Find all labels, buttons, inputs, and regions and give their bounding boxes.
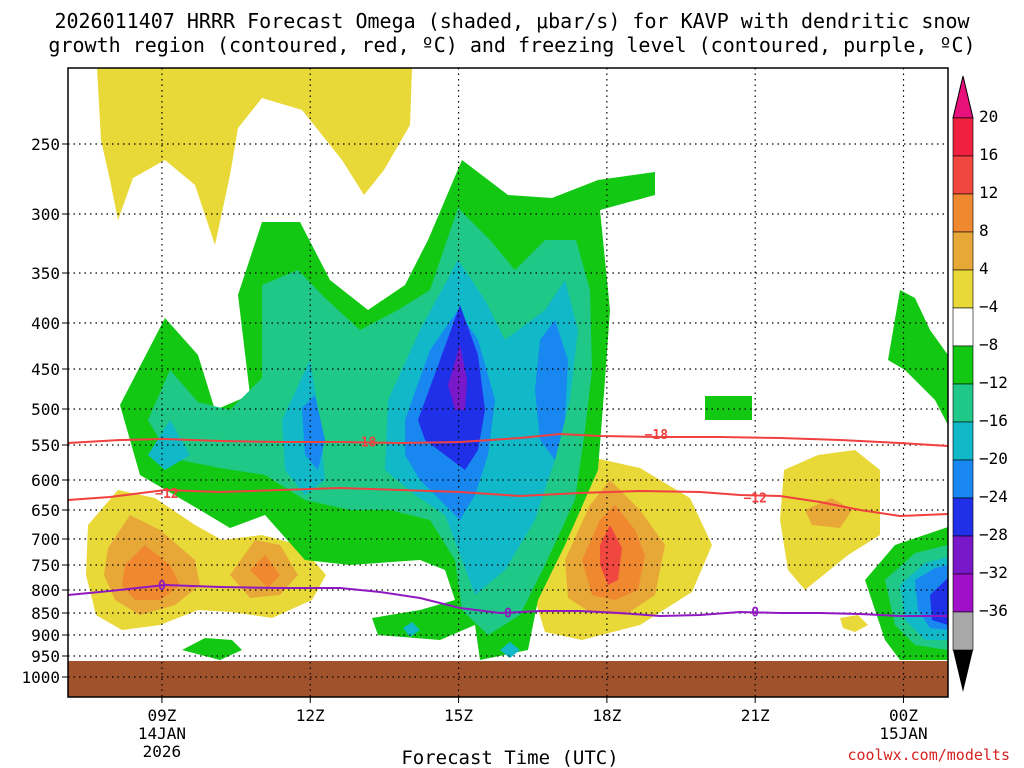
colorbar-segment bbox=[952, 269, 974, 309]
shade-minus4-21z-box bbox=[705, 396, 752, 420]
contour-label-freezing-level-0: 0 bbox=[158, 579, 166, 594]
pressure-tick-label: 350 bbox=[31, 264, 60, 283]
pressure-tick-label: 600 bbox=[31, 471, 60, 490]
shade-teal-small bbox=[403, 622, 520, 658]
date-label: 15JAN bbox=[879, 724, 927, 743]
ground-surface bbox=[68, 661, 948, 697]
colorbar-label: −8 bbox=[979, 335, 998, 354]
shade-plus4-upper bbox=[97, 68, 412, 245]
time-tick-label: 21Z bbox=[741, 706, 770, 725]
shade-plus16-19z bbox=[600, 525, 622, 585]
pressure-tick-label: 700 bbox=[31, 530, 60, 549]
colorbar-label: 4 bbox=[979, 259, 989, 278]
time-gridlines bbox=[161, 68, 905, 697]
colorbar-segment bbox=[952, 117, 974, 157]
contour-labels: −18 −18 −12 −12 0 0 0 bbox=[155, 428, 767, 622]
colorbar-segment bbox=[952, 383, 974, 423]
contour-label-dgz-minus-18: −18 bbox=[645, 428, 669, 443]
pressure-tick-label: 400 bbox=[31, 314, 60, 333]
contour-freezing-0 bbox=[67, 583, 948, 618]
shade-minus24 bbox=[448, 345, 467, 410]
plot-area: −18 −18 −12 −12 0 0 0 bbox=[67, 67, 949, 698]
pressure-tick-label: 550 bbox=[31, 436, 60, 455]
colorbar-segment bbox=[952, 535, 974, 575]
time-tick-label: 12Z bbox=[296, 706, 325, 725]
pressure-tick-label: 650 bbox=[31, 501, 60, 520]
pressure-tick-label: 950 bbox=[31, 647, 60, 666]
colorbar-segment bbox=[952, 421, 974, 461]
colorbar-segment bbox=[952, 155, 974, 195]
colorbar: 20 16 12 8 4 −4 −8 −12 −16 −20 −24 −28 −32 −36 bbox=[952, 75, 1008, 692]
colorbar-label: 12 bbox=[979, 183, 998, 202]
colorbar-segment bbox=[952, 231, 974, 271]
plot-frame bbox=[67, 67, 949, 698]
pressure-tick-label: 300 bbox=[31, 205, 60, 224]
contour-label-dgz-minus-18: −18 bbox=[353, 435, 377, 450]
credit-text: coolwx.com/modelts bbox=[847, 746, 1010, 764]
colorbar-label: −24 bbox=[979, 487, 1008, 506]
colorbar-label: 8 bbox=[979, 221, 989, 240]
pressure-tick-label: 500 bbox=[31, 400, 60, 419]
shade-minus4-2330z bbox=[888, 290, 948, 425]
pressure-tick-label: 900 bbox=[31, 626, 60, 645]
pressure-tick-label: 800 bbox=[31, 581, 60, 600]
pressure-tick-label: 450 bbox=[31, 360, 60, 379]
pressure-tick-label: 250 bbox=[31, 135, 60, 154]
shade-minus4-small bbox=[182, 638, 242, 660]
colorbar-label: −36 bbox=[979, 601, 1008, 620]
colorbar-label: 20 bbox=[979, 107, 998, 126]
shade-plus4-small bbox=[840, 615, 868, 632]
year-label: 2026 bbox=[143, 742, 182, 761]
time-tick-label: 18Z bbox=[592, 706, 621, 725]
x-axis-label: Forecast Time (UTC) bbox=[401, 747, 618, 768]
time-tick-label: 15Z bbox=[444, 706, 473, 725]
colorbar-segment bbox=[952, 573, 974, 613]
pressure-tick-label: 750 bbox=[31, 556, 60, 575]
pressure-axis: 250 300 350 400 450 500 550 600 650 700 750 800 850 9… bbox=[21, 135, 68, 687]
chart-title-line2: growth region (contoured, red, ºC) and f… bbox=[48, 33, 975, 57]
colorbar-label: −32 bbox=[979, 563, 1008, 582]
colorbar-segment bbox=[952, 459, 974, 499]
contour-lines: −18 −18 −12 −12 0 0 0 bbox=[67, 428, 949, 622]
colorbar-label: −20 bbox=[979, 449, 1008, 468]
pressure-tick-label: 1000 bbox=[21, 668, 60, 687]
contour-dgz-minus-18 bbox=[67, 432, 949, 447]
colorbar-top-arrow bbox=[952, 75, 974, 119]
colorbar-segment bbox=[952, 611, 974, 651]
contour-label-freezing-level-0: 0 bbox=[504, 607, 512, 622]
colorbar-label: −12 bbox=[979, 373, 1008, 392]
date-label: 14JAN bbox=[138, 724, 186, 743]
colorbar-label: −16 bbox=[979, 411, 1008, 430]
colorbar-label: 16 bbox=[979, 145, 998, 164]
colorbar-label: −28 bbox=[979, 525, 1008, 544]
colorbar-segment bbox=[952, 307, 974, 347]
contour-dgz-minus-12 bbox=[67, 486, 949, 518]
colorbar-segment bbox=[952, 345, 974, 385]
time-tick-label: 09Z bbox=[147, 706, 176, 725]
pressure-tick-label: 850 bbox=[31, 604, 60, 623]
contour-label-dgz-minus-12: −12 bbox=[743, 491, 766, 506]
time-tick-label: 00Z bbox=[889, 706, 918, 725]
chart-title-line1: 2026011407 HRRR Forecast Omega (shaded, … bbox=[54, 9, 970, 33]
colorbar-label: −4 bbox=[979, 297, 998, 316]
contour-label-freezing-level-0: 0 bbox=[751, 606, 759, 621]
colorbar-segment bbox=[952, 497, 974, 537]
colorbar-segment bbox=[952, 193, 974, 233]
omega-shading bbox=[86, 68, 948, 660]
contour-label-dgz-minus-12: −12 bbox=[155, 487, 178, 502]
colorbar-bottom-arrow bbox=[953, 650, 973, 692]
